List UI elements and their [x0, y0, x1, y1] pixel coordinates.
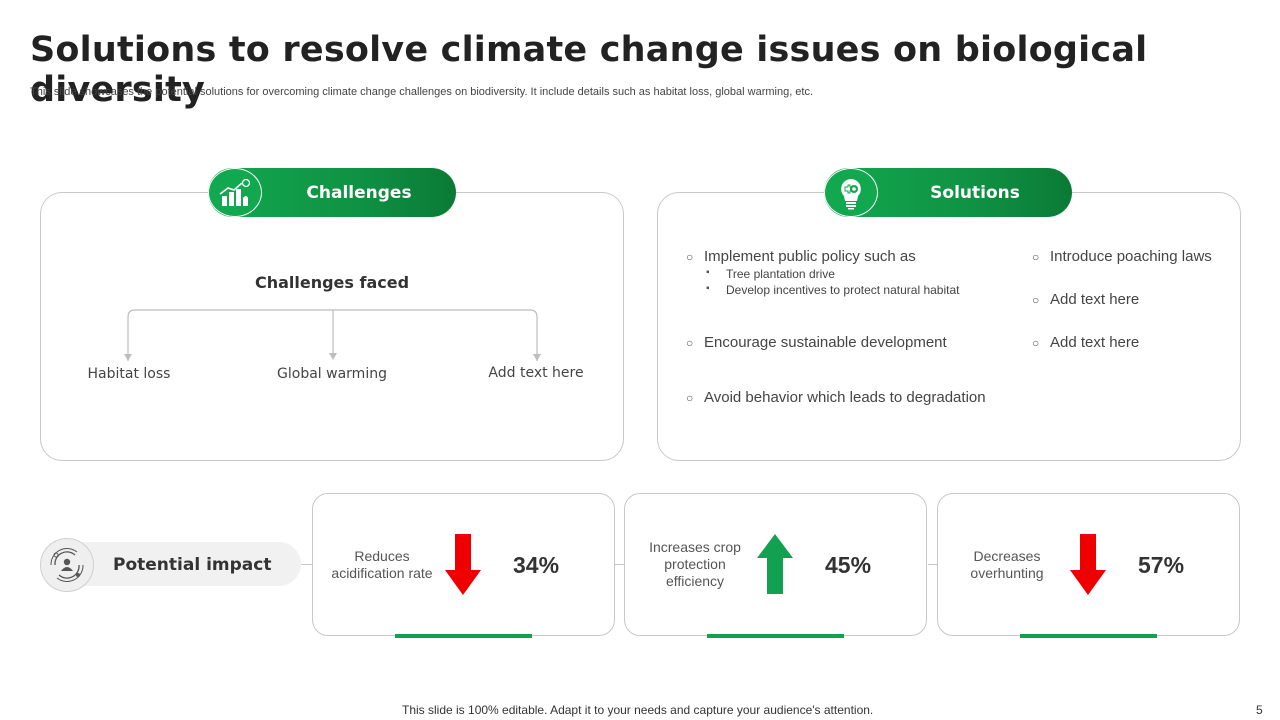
impact-description: Increases crop protection efficiency [649, 539, 741, 589]
circle-bullet-icon: ○ [1032, 250, 1040, 264]
arrow-down-icon [1070, 534, 1106, 595]
arrow-down-icon [445, 534, 481, 595]
challenge-item-placeholder: Add text here [488, 365, 584, 381]
impact-card: Decreases overhunting 57% [937, 493, 1240, 638]
solutions-header-label: Solutions [930, 182, 1020, 203]
impact-description: Decreases overhunting [970, 547, 1044, 581]
impact-description: Reduces acidification rate [331, 547, 433, 581]
solutions-panel: ○ Implement public policy such as ▪ Tree… [657, 192, 1241, 461]
circle-bullet-icon: ○ [686, 250, 694, 264]
page-number: 5 [1256, 703, 1263, 717]
challenges-faced-heading: Challenges faced [254, 273, 410, 292]
connector-line [301, 564, 313, 565]
circle-bullet-icon: ○ [1032, 336, 1040, 350]
accent-bar [707, 634, 844, 638]
growth-chart-icon [208, 168, 262, 217]
potential-impact-label: Potential impact [113, 555, 272, 575]
circle-bullet-icon: ○ [686, 391, 694, 405]
impact-card: Reduces acidification rate 34% [312, 493, 615, 638]
footer-note: This slide is 100% editable. Adapt it to… [402, 703, 874, 717]
challenges-header-label: Challenges [306, 182, 412, 203]
impact-card: Increases crop protection efficiency 45% [624, 493, 927, 638]
solution-item: ○ Add text here [1032, 291, 1140, 308]
solution-item: ○ Introduce poaching laws [1032, 248, 1212, 265]
challenges-header-pill: Challenges [208, 168, 456, 217]
slide-title: Solutions to resolve climate change issu… [30, 30, 1148, 110]
impact-value: 34% [513, 552, 560, 578]
connector-line [928, 564, 938, 565]
challenge-item-habitat-loss: Habitat loss [87, 366, 171, 382]
accent-bar [1020, 634, 1157, 638]
solution-item: ○ Encourage sustainable development [686, 334, 947, 351]
lightbulb-gear-icon [824, 168, 878, 217]
challenges-panel: Challenges faced Habitat loss Global war… [40, 192, 624, 461]
solution-sub-item: ▪ Develop incentives to protect natural … [706, 283, 960, 297]
circle-bullet-icon: ○ [686, 336, 694, 350]
impact-value: 45% [825, 552, 872, 578]
connector-line [615, 564, 625, 565]
square-bullet-icon: ▪ [706, 283, 710, 294]
circle-bullet-icon: ○ [1032, 293, 1040, 307]
arrow-up-icon [757, 534, 793, 594]
challenge-item-global-warming: Global warming [277, 366, 387, 382]
solution-item: ○ Add text here [1032, 334, 1140, 351]
solution-item: ○ Avoid behavior which leads to degradat… [686, 389, 986, 406]
solutions-header-pill: Solutions [824, 168, 1072, 217]
ecosystem-cycle-icon [40, 538, 94, 592]
challenges-tree-connector [124, 309, 541, 361]
impact-value: 57% [1138, 552, 1185, 578]
accent-bar [395, 634, 532, 638]
square-bullet-icon: ▪ [706, 267, 710, 278]
solution-sub-item: ▪ Tree plantation drive [706, 267, 835, 281]
slide-subtitle: This slide showcases the potential solut… [30, 86, 814, 98]
solution-item: ○ Implement public policy such as [686, 248, 916, 265]
